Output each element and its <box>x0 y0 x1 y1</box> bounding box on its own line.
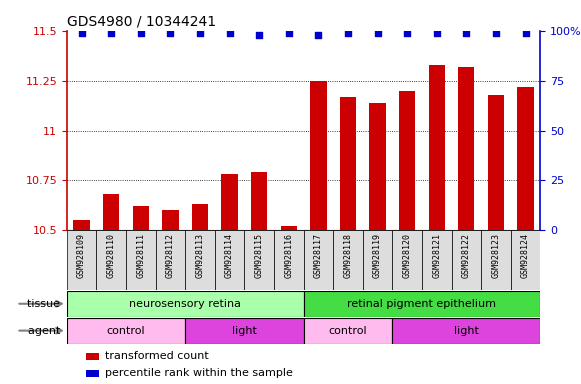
Text: light: light <box>232 326 257 336</box>
Text: GSM928115: GSM928115 <box>254 233 264 278</box>
Bar <box>274 230 304 290</box>
Text: GSM928113: GSM928113 <box>195 233 205 278</box>
Point <box>373 30 382 36</box>
Text: control: control <box>107 326 145 336</box>
Text: GSM928121: GSM928121 <box>432 233 441 278</box>
Point <box>462 30 471 36</box>
Point <box>106 30 116 36</box>
Bar <box>303 230 333 290</box>
Text: percentile rank within the sample: percentile rank within the sample <box>105 368 293 378</box>
Bar <box>96 230 126 290</box>
Point <box>432 30 442 36</box>
Bar <box>245 230 274 290</box>
Text: GDS4980 / 10344241: GDS4980 / 10344241 <box>67 14 216 28</box>
Point <box>343 30 353 36</box>
Text: light: light <box>454 326 479 336</box>
Bar <box>429 65 445 230</box>
Point <box>492 30 501 36</box>
Text: GSM928112: GSM928112 <box>166 233 175 278</box>
Text: agent: agent <box>28 326 64 336</box>
Bar <box>370 103 386 230</box>
Text: GSM928110: GSM928110 <box>107 233 116 278</box>
Bar <box>162 210 178 230</box>
Text: GSM928122: GSM928122 <box>462 233 471 278</box>
Bar <box>303 291 540 317</box>
Point <box>195 30 205 36</box>
Text: GSM928124: GSM928124 <box>521 233 530 278</box>
Point <box>166 30 175 36</box>
Bar <box>422 230 451 290</box>
Text: GSM928116: GSM928116 <box>284 233 293 278</box>
Bar <box>185 318 304 344</box>
Text: GSM928120: GSM928120 <box>403 233 412 278</box>
Bar <box>518 87 534 230</box>
Bar <box>511 230 540 290</box>
Bar <box>103 194 119 230</box>
Bar <box>215 230 245 290</box>
Text: transformed count: transformed count <box>105 351 209 361</box>
Text: GSM928109: GSM928109 <box>77 233 86 278</box>
Text: GSM928117: GSM928117 <box>314 233 323 278</box>
Text: GSM928114: GSM928114 <box>225 233 234 278</box>
Bar <box>67 230 96 290</box>
Point <box>254 31 264 38</box>
Bar <box>488 94 504 230</box>
Bar <box>363 230 392 290</box>
Bar <box>458 67 475 230</box>
Bar <box>132 207 149 230</box>
Bar <box>67 318 185 344</box>
Bar <box>251 172 267 230</box>
Text: GSM928111: GSM928111 <box>137 233 145 278</box>
Text: GSM928118: GSM928118 <box>343 233 353 278</box>
Text: tissue: tissue <box>27 299 64 309</box>
Point <box>225 30 234 36</box>
Bar <box>73 220 89 230</box>
Bar <box>392 318 540 344</box>
Bar <box>340 97 356 230</box>
Bar <box>156 230 185 290</box>
Bar <box>192 204 208 230</box>
Text: neurosensory retina: neurosensory retina <box>129 299 241 309</box>
Text: retinal pigment epithelium: retinal pigment epithelium <box>347 299 496 309</box>
Bar <box>399 91 415 230</box>
Bar <box>451 230 481 290</box>
Bar <box>333 230 363 290</box>
Point <box>136 30 145 36</box>
Bar <box>86 353 99 360</box>
Point <box>284 30 293 36</box>
Point <box>77 30 86 36</box>
Bar <box>67 291 303 317</box>
Bar <box>392 230 422 290</box>
Point <box>314 31 323 38</box>
Text: GSM928119: GSM928119 <box>373 233 382 278</box>
Bar <box>86 370 99 377</box>
Text: control: control <box>329 326 367 336</box>
Point <box>403 30 412 36</box>
Bar <box>481 230 511 290</box>
Bar <box>281 227 297 230</box>
Bar <box>303 318 392 344</box>
Bar <box>310 81 327 230</box>
Bar <box>221 174 238 230</box>
Bar <box>126 230 156 290</box>
Bar <box>185 230 215 290</box>
Text: GSM928123: GSM928123 <box>492 233 500 278</box>
Point <box>521 30 530 36</box>
